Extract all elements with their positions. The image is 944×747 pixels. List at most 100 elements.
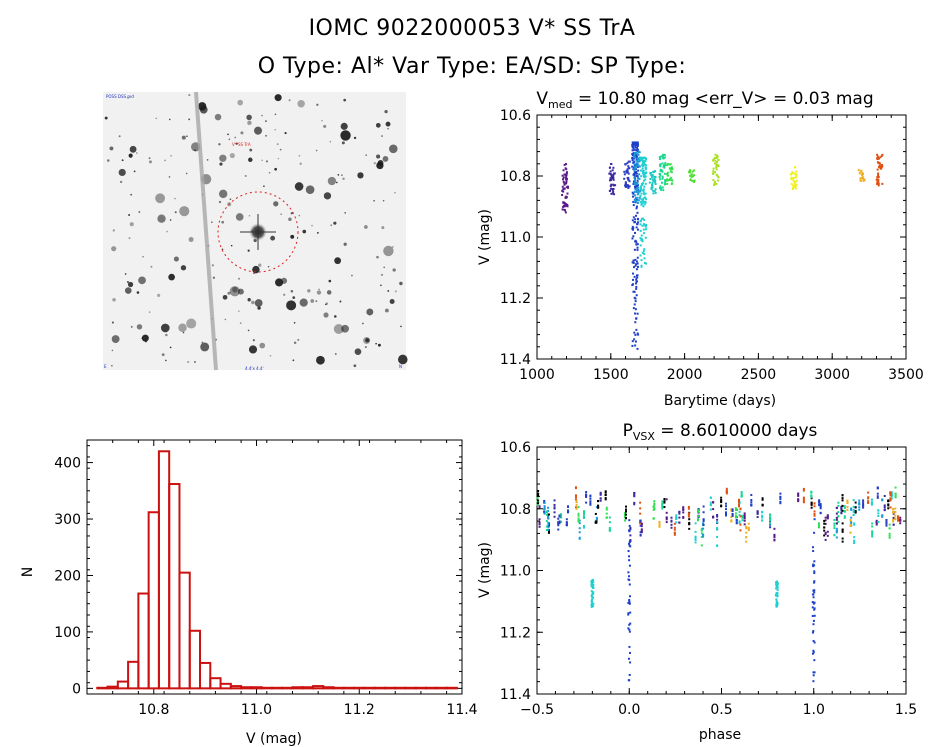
lightcurve-point <box>640 234 643 237</box>
field-star <box>211 221 213 223</box>
lightcurve-point <box>628 160 631 163</box>
field-star <box>334 257 342 265</box>
phased-point <box>673 533 676 536</box>
lightcurve-point <box>632 259 635 262</box>
phased-point <box>750 501 753 504</box>
phased-point <box>833 524 836 527</box>
lightcurve-point <box>633 185 636 188</box>
phased-point <box>547 528 550 531</box>
phased-eclipse-point <box>628 529 631 532</box>
phased-eclipse-point <box>627 571 630 574</box>
histogram-bar <box>137 592 150 690</box>
phased-point <box>890 495 893 498</box>
lightcurve-point <box>636 211 639 214</box>
field-star <box>299 162 302 165</box>
phased-point <box>702 522 705 525</box>
lightcurve-point <box>633 198 636 201</box>
lightcurve-point <box>626 162 629 165</box>
lightcurve-point <box>567 186 570 189</box>
x-tick-label: 3000 <box>814 367 850 383</box>
phased-point <box>813 510 816 513</box>
lightcurve-point <box>635 317 638 320</box>
lightcurve-point <box>654 191 657 194</box>
lightcurve-point <box>691 179 694 182</box>
lightcurve-point <box>636 274 639 277</box>
lightcurve-point <box>632 204 635 207</box>
phased-point <box>605 516 608 519</box>
phased-point <box>826 514 829 517</box>
phased-point <box>819 503 822 506</box>
lightcurve-point <box>633 163 636 166</box>
lightcurve-point <box>634 172 637 175</box>
lightcurve-point <box>613 193 616 196</box>
phased-point <box>841 537 844 540</box>
lightcurve-point <box>634 145 637 148</box>
y-tick-label: 11.4 <box>500 687 531 703</box>
field-star <box>258 263 262 267</box>
phased-point <box>802 500 805 503</box>
lightcurve-point <box>640 164 643 167</box>
phased-point <box>887 499 890 502</box>
phased-eclipse-point <box>590 580 593 583</box>
phased-eclipse-point <box>775 594 778 597</box>
phased-point <box>663 500 666 503</box>
field-star <box>229 198 232 201</box>
phased-eclipse-point <box>775 598 778 601</box>
field-star <box>227 133 229 136</box>
lightcurve-point <box>612 188 615 191</box>
phased-point <box>599 499 602 502</box>
phased-eclipse-point <box>775 587 778 590</box>
phased-point <box>852 514 855 517</box>
lightcurve-point <box>635 241 638 244</box>
phased-point <box>595 520 598 523</box>
phased-point <box>887 504 890 507</box>
field-star <box>382 199 385 202</box>
lightcurve-point <box>563 209 566 212</box>
lightcurve-point <box>627 160 630 163</box>
lightcurve-point <box>633 221 636 224</box>
phased-point <box>585 491 588 494</box>
phased-point <box>862 501 865 504</box>
phased-point <box>574 487 577 490</box>
phased-eclipse-point <box>590 585 593 588</box>
phased-point <box>696 514 699 517</box>
phased-point <box>543 508 546 511</box>
lightcurve-point <box>635 263 638 266</box>
phased-point <box>730 509 733 512</box>
lightcurve-point <box>634 321 637 324</box>
phased-point <box>737 504 740 507</box>
lightcurve-point <box>632 192 635 195</box>
field-star <box>129 222 134 227</box>
phased-point <box>897 515 900 518</box>
lightcurve-point <box>878 166 881 169</box>
phased-point <box>894 486 897 489</box>
phased-point <box>894 514 897 517</box>
lightcurve-point <box>611 187 614 190</box>
lightcurve-point <box>633 157 636 160</box>
lightcurve-point <box>624 183 627 186</box>
histogram-bar <box>240 686 253 690</box>
phased-point <box>852 505 855 508</box>
phased-point <box>589 495 592 498</box>
phased-point <box>594 521 597 524</box>
phased-point <box>810 506 813 509</box>
lightcurve-point <box>666 171 669 174</box>
lightcurve-point <box>640 264 643 267</box>
field-star <box>237 310 240 313</box>
histogram-bar <box>342 686 356 690</box>
lightcurve-point <box>662 189 665 192</box>
phased-eclipse-point <box>775 603 778 606</box>
phased-point <box>560 513 563 516</box>
lightcurve-point <box>640 192 643 195</box>
finder-label-east: E <box>104 364 107 369</box>
lightcurve-point <box>790 178 793 181</box>
field-star <box>297 100 305 108</box>
lightcurve-point <box>649 177 652 180</box>
lightcurve-point <box>877 180 880 183</box>
lightcurve-point <box>641 251 644 254</box>
phased-point <box>731 510 734 513</box>
lightcurve-point <box>654 170 657 173</box>
lightcurve-point <box>633 290 636 293</box>
field-star <box>387 289 390 292</box>
lightcurve-point <box>562 202 565 205</box>
